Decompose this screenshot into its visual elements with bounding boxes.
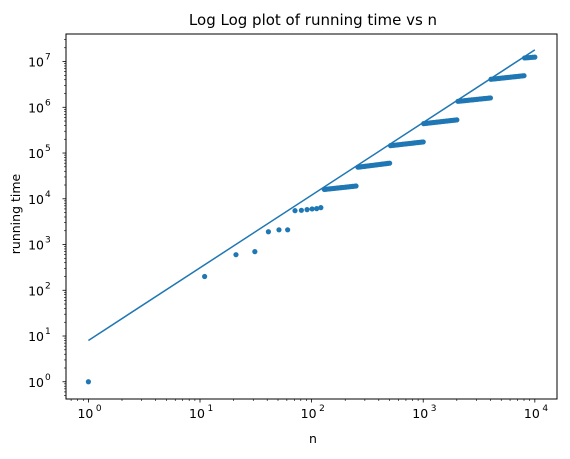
y-tick-label: 10 xyxy=(28,329,44,344)
y-tick-exponent: 2 xyxy=(45,281,51,291)
data-point xyxy=(420,139,426,145)
y-tick-label: 10 xyxy=(28,146,44,161)
x-tick-label: 10 xyxy=(524,406,540,421)
plot-frame xyxy=(65,33,558,400)
fit-line xyxy=(87,49,536,342)
data-point xyxy=(285,227,291,233)
data-point xyxy=(276,227,282,233)
x-tick-exponent: 1 xyxy=(208,404,214,414)
x-tick-label: 10 xyxy=(189,406,205,421)
data-point xyxy=(454,117,460,123)
y-tick-label: 10 xyxy=(28,375,44,390)
data-point xyxy=(265,229,271,235)
x-tick-label: 10 xyxy=(77,406,93,421)
data-point xyxy=(252,249,258,255)
data-point xyxy=(298,207,304,213)
y-tick-exponent: 6 xyxy=(45,98,51,108)
x-axis-label: n xyxy=(309,431,317,446)
x-tick-label: 10 xyxy=(412,406,428,421)
y-tick-label: 10 xyxy=(28,238,44,253)
x-tick-label: 10 xyxy=(301,406,317,421)
y-tick-exponent: 0 xyxy=(45,373,51,383)
y-tick-exponent: 4 xyxy=(45,190,51,200)
y-tick-label: 10 xyxy=(28,192,44,207)
y-tick-label: 10 xyxy=(28,100,44,115)
x-tick-exponent: 2 xyxy=(319,404,325,414)
data-point xyxy=(387,160,393,166)
data-point xyxy=(292,208,298,214)
y-tick-label: 10 xyxy=(28,283,44,298)
x-tick-exponent: 4 xyxy=(542,404,548,414)
data-point xyxy=(85,379,91,385)
plot-area xyxy=(85,49,538,385)
data-point xyxy=(314,206,320,212)
y-tick-exponent: 3 xyxy=(45,236,51,246)
y-tick-label: 10 xyxy=(28,55,44,70)
chart-title: Log Log plot of running time vs n xyxy=(189,11,437,29)
x-tick-exponent: 3 xyxy=(431,404,437,414)
y-tick-exponent: 7 xyxy=(45,53,51,63)
data-point xyxy=(318,205,324,211)
data-point xyxy=(202,273,208,280)
data-point xyxy=(353,183,359,189)
data-point xyxy=(309,206,315,212)
data-point xyxy=(233,252,239,258)
y-tick-exponent: 1 xyxy=(45,327,51,337)
data-point xyxy=(487,95,494,101)
data-point xyxy=(521,73,527,79)
y-tick-exponent: 5 xyxy=(45,144,51,154)
x-tick-exponent: 0 xyxy=(96,404,102,414)
data-point xyxy=(532,54,538,60)
x-axis: 10 0 10 1 10 2 10 3 10 4 xyxy=(70,399,548,421)
data-point xyxy=(304,207,310,213)
y-axis-label: running time xyxy=(8,173,23,254)
